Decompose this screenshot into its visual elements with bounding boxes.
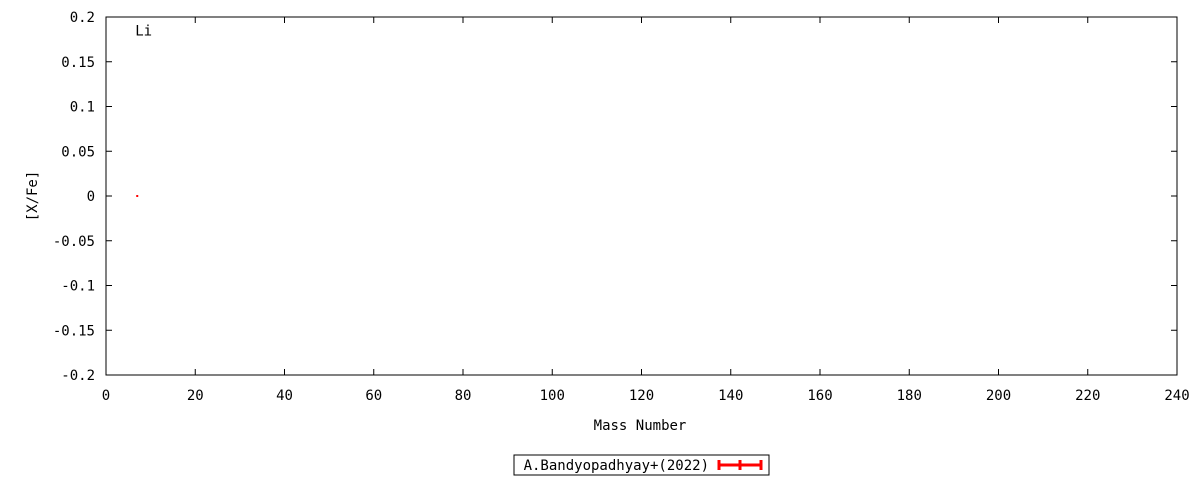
x-tick-label: 180 [897, 388, 922, 404]
legend-box [513, 454, 770, 476]
y-axis-label: [X/Fe] [25, 171, 41, 222]
plot-frame [105, 16, 1178, 376]
x-tick-label: 120 [629, 388, 654, 404]
x-tick-label: 220 [1075, 388, 1100, 404]
y-tick-label: -0.2 [61, 368, 95, 384]
x-tick-label: 60 [365, 388, 382, 404]
x-axis-label: Mass Number [594, 418, 687, 434]
x-tick-label: 80 [455, 388, 472, 404]
y-tick-label: 0.2 [70, 10, 95, 26]
x-tick-label: 160 [807, 388, 832, 404]
data-point [136, 195, 139, 197]
y-tick-label: 0.1 [70, 100, 95, 116]
x-tick-label: 0 [102, 388, 110, 404]
x-tick-label: 140 [718, 388, 743, 404]
element-label: Li [135, 23, 152, 39]
y-tick-label: 0.05 [61, 144, 95, 160]
legend-sample [717, 460, 763, 470]
legend: A.Bandyopadhyay+(2022) [513, 454, 770, 476]
x-tick-label: 100 [540, 388, 565, 404]
x-tick-label: 200 [986, 388, 1011, 404]
y-tick-label: 0 [87, 189, 95, 205]
y-tick-label: 0.15 [61, 55, 95, 71]
y-tick-label: -0.15 [53, 323, 95, 339]
y-tick-label: -0.1 [61, 279, 95, 295]
x-tick-label: 20 [187, 388, 204, 404]
x-tick-label: 240 [1164, 388, 1189, 404]
y-tick-label: -0.05 [53, 234, 95, 250]
legend-label: A.Bandyopadhyay+(2022) [524, 458, 709, 474]
x-tick-label: 40 [276, 388, 293, 404]
